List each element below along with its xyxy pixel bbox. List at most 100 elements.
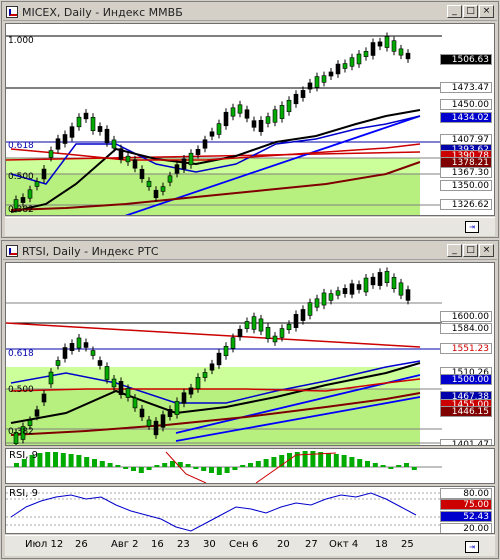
price-plot-area[interactable]: 1.000 0.618 0.500 0.382 1506.63 1473.47 14… xyxy=(5,23,495,216)
candle-body xyxy=(167,175,173,183)
candle-body xyxy=(55,138,61,150)
price-plot-area[interactable]: 0.618 0.500 0.382 1600.00 1584.00 1551.23 1… xyxy=(5,262,495,446)
rsi-histogram-bar xyxy=(365,461,370,467)
candle-body xyxy=(363,277,369,293)
rsi-line xyxy=(10,492,417,532)
candle-body xyxy=(356,53,362,65)
rsi-histogram-bar xyxy=(45,452,51,467)
rsi-histogram-bar xyxy=(76,455,82,467)
candle-body xyxy=(286,323,292,331)
candle-body xyxy=(195,149,201,155)
x-axis-date-label: 23 xyxy=(177,539,190,550)
rsi-histogram-bar xyxy=(224,467,230,473)
chart-window-icon[interactable] xyxy=(6,6,18,18)
candle-body xyxy=(216,123,222,135)
rsi-histogram-bar xyxy=(326,453,331,467)
rsi-level-label: 75.00 xyxy=(440,499,492,510)
x-axis-date-label: 25 xyxy=(401,539,414,550)
rsi-histogram-bar xyxy=(404,463,409,467)
rsi-histogram-bar xyxy=(37,453,43,467)
ma-black-line xyxy=(10,362,421,424)
title-bar[interactable]: RTSI, Daily - Индекс РТС _ □ × xyxy=(3,242,497,260)
rsi-histogram-bar xyxy=(29,455,35,467)
candle-body xyxy=(188,152,194,166)
rsi-histogram-pane[interactable]: RSI, 9 xyxy=(5,448,495,484)
candle-body xyxy=(258,318,264,332)
candle-body xyxy=(265,327,271,339)
candle-body xyxy=(405,289,411,301)
rsi-histogram-bar xyxy=(60,453,66,467)
chart-window-icon[interactable] xyxy=(6,245,18,257)
candle-body xyxy=(83,112,89,120)
rsi-histogram-bar xyxy=(255,461,261,467)
rsi-histogram-bar xyxy=(271,457,277,467)
rsi-signal-line xyxy=(255,452,337,483)
x-axis-date-label: Сен 6 xyxy=(229,539,259,550)
candle-body xyxy=(118,381,124,395)
candle-body xyxy=(286,99,292,113)
candle-body xyxy=(244,321,250,329)
candle-body xyxy=(13,199,19,209)
candle-body xyxy=(69,343,75,351)
x-axis-date-label: 20 xyxy=(277,539,290,550)
rsi-histogram-bar xyxy=(185,464,191,467)
fib-level-0382: 0.382 xyxy=(8,205,34,215)
maximize-button[interactable]: □ xyxy=(463,244,478,257)
x-axis-date-label: 26 xyxy=(75,539,88,550)
rsi-histogram-bar xyxy=(115,465,121,467)
chart-shift-end-button[interactable]: ⇥ xyxy=(465,221,479,233)
candle-body xyxy=(188,387,194,395)
rsi-histogram-bar xyxy=(107,463,113,467)
x-axis-date-label: Июл 12 xyxy=(25,539,64,550)
candle-body xyxy=(307,302,313,316)
candle-body xyxy=(202,372,208,378)
candle-body xyxy=(34,409,40,417)
rsi-histogram-bar xyxy=(263,459,269,467)
candle-body xyxy=(335,290,341,296)
candle-body xyxy=(160,186,166,192)
rsi-histogram-bar xyxy=(193,467,199,469)
rsi-histogram-bar xyxy=(131,467,136,471)
candle-body xyxy=(48,150,54,158)
close-button[interactable]: × xyxy=(479,5,494,18)
candle-body xyxy=(174,401,180,415)
candle-body xyxy=(48,371,54,385)
rsi-histogram-bar xyxy=(201,467,207,471)
rsi-pane[interactable]: RSI, 9 80.00 75.00 52.43 20.00 xyxy=(5,486,495,534)
horizontal-scrollbar[interactable]: Июл 12 26 Авг 2 16 23 30 Сен 6 20 27 Окт 4 18 25 ⇥ xyxy=(5,535,495,556)
fib-zone-fill xyxy=(6,389,420,445)
maximize-button[interactable]: □ xyxy=(463,5,478,18)
window-title: MICEX, Daily - Индекс ММВБ xyxy=(22,6,183,19)
title-bar[interactable]: MICEX, Daily - Индекс ММВБ _ □ × xyxy=(3,3,497,21)
candle-body xyxy=(209,363,215,371)
candle-body xyxy=(300,90,306,98)
candle-body xyxy=(104,366,110,380)
rsi-histogram-bar xyxy=(21,459,27,467)
candle-body xyxy=(13,432,19,444)
minimize-button[interactable]: _ xyxy=(447,5,462,18)
blue-trend-line xyxy=(175,374,421,434)
rsi-histogram-bar xyxy=(84,457,90,467)
fib-level-0618: 0.618 xyxy=(8,141,34,151)
chart-shift-end-button[interactable]: ⇥ xyxy=(465,541,479,553)
minimize-button[interactable]: _ xyxy=(447,244,462,257)
candle-body xyxy=(293,314,299,328)
rsi-histogram-bar xyxy=(216,467,222,475)
rsi-histogram-bar xyxy=(162,463,168,467)
rsi-histogram-label: RSI, 9 xyxy=(9,450,38,461)
candle-body xyxy=(160,414,166,428)
candle-body xyxy=(55,360,61,366)
candle-body xyxy=(279,105,285,119)
candle-body xyxy=(34,181,40,187)
candle-body xyxy=(377,41,383,47)
rsi-histogram-bar xyxy=(372,463,378,467)
rsi-histogram-bar xyxy=(146,467,152,470)
candle-body xyxy=(153,420,159,436)
candle-body xyxy=(363,51,369,57)
close-button[interactable]: × xyxy=(479,244,494,257)
candle-body xyxy=(153,189,159,199)
blue-trend-line xyxy=(124,115,421,215)
x-axis-date-label: 18 xyxy=(375,539,388,550)
candle-body xyxy=(223,111,229,127)
horizontal-scrollbar[interactable]: ⇥ xyxy=(5,217,495,236)
